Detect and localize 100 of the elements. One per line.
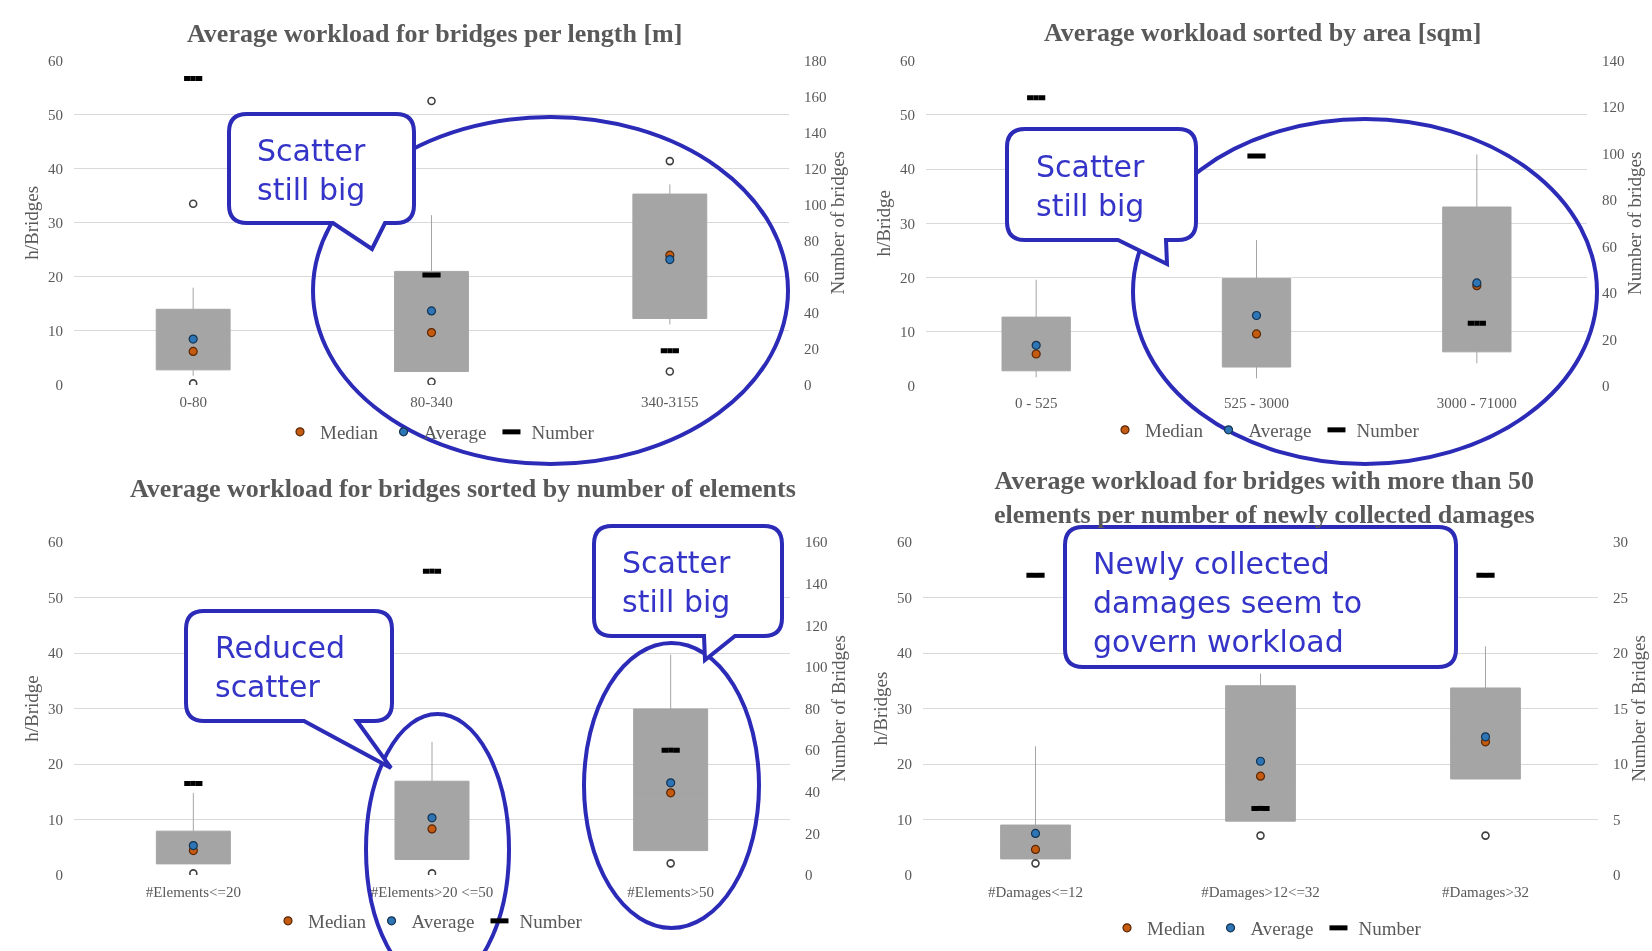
y-tick-label: 40 bbox=[900, 161, 915, 178]
y2-tick-label: 15 bbox=[1613, 700, 1628, 717]
y-tick-label: 0 bbox=[907, 378, 915, 395]
y2-tick-label: 40 bbox=[1602, 285, 1617, 302]
y2-tick-label: 60 bbox=[804, 269, 819, 286]
y2-tick-label: 20 bbox=[1602, 331, 1617, 348]
y2-tick-label: 20 bbox=[804, 341, 819, 358]
y-tick-label: 20 bbox=[900, 269, 915, 286]
annotation: Scatter still big bbox=[257, 133, 366, 207]
x-tick-label: #Damages>12<=32 bbox=[1201, 884, 1320, 900]
y-tick-label: 10 bbox=[48, 323, 63, 340]
y-tick-label: 0 bbox=[55, 377, 63, 394]
y-tick-label: 30 bbox=[900, 215, 915, 232]
y2-tick-label: 180 bbox=[804, 52, 827, 69]
y-tick-label: 30 bbox=[48, 215, 63, 231]
y2-tick-label: 140 bbox=[805, 575, 828, 592]
x-tick-label: #Damages<=12 bbox=[987, 884, 1084, 900]
annotation: Scatter still big bbox=[622, 545, 731, 619]
y2-tick-label: 80 bbox=[1602, 192, 1617, 209]
legend-label: Average bbox=[1250, 918, 1314, 940]
x-tick-label: #Elements>50 bbox=[627, 884, 715, 900]
y2-tick-label: 20 bbox=[805, 825, 820, 842]
y2-tick-label: 80 bbox=[805, 700, 820, 717]
legend-label: Number bbox=[1356, 420, 1420, 442]
x-tick-label: 80-340 bbox=[410, 394, 453, 410]
y2-tick-label: 5 bbox=[1613, 811, 1621, 828]
chart-title: Average workload sorted by area [sqm] bbox=[1044, 18, 1482, 47]
y2-tick-label: 60 bbox=[1602, 238, 1617, 255]
y2-tick-label: 0 bbox=[1613, 867, 1621, 884]
y-tick-label: 60 bbox=[900, 52, 915, 69]
y-tick-label: 50 bbox=[48, 106, 63, 123]
y2-tick-label: 80 bbox=[804, 233, 819, 250]
y-tick-label: 50 bbox=[48, 589, 63, 606]
x-tick-label: #Elements>20 <=50 bbox=[370, 884, 494, 900]
x-tick-label: 3000 - 71000 bbox=[1436, 395, 1517, 411]
y-axis-title: h/Bridge bbox=[20, 675, 42, 742]
legend-label: Average bbox=[423, 422, 487, 444]
chart-title: Average workload for bridges with more than 50 elements per number of newly collected damages bbox=[994, 466, 1535, 529]
y2-tick-label: 160 bbox=[804, 88, 827, 105]
legend-label: Average bbox=[411, 911, 475, 933]
y2-tick-label: 40 bbox=[804, 305, 819, 322]
y2-tick-label: 0 bbox=[804, 377, 812, 394]
legend-label: Average bbox=[1248, 420, 1312, 442]
x-tick-label: #Elements<=20 bbox=[145, 884, 241, 900]
legend-label: Number bbox=[531, 422, 595, 444]
annotation: Reduced scatter bbox=[215, 630, 346, 704]
chart-title: Average workload for bridges sorted by number of elements bbox=[130, 474, 796, 503]
y2-tick-label: 40 bbox=[805, 784, 820, 800]
chart-title: Average workload for bridges per length [m] bbox=[187, 19, 683, 48]
y2-tick-label: 140 bbox=[804, 124, 827, 141]
y-tick-label: 20 bbox=[48, 756, 63, 773]
x-tick-label: #Damages>32 bbox=[1442, 884, 1529, 900]
y2-tick-label: 20 bbox=[1613, 645, 1628, 662]
y-tick-label: 40 bbox=[48, 160, 63, 177]
annotation: Newly collected damages seem to govern workload bbox=[1093, 546, 1363, 659]
y2-tick-label: 30 bbox=[1613, 534, 1628, 551]
y2-tick-label: 25 bbox=[1613, 589, 1628, 606]
y2-axis-title: Number of bridges bbox=[826, 150, 848, 295]
y2-tick-label: 0 bbox=[805, 867, 813, 884]
legend-label: Median bbox=[1147, 918, 1206, 940]
x-tick-label: 0 - 525 bbox=[1014, 395, 1058, 411]
y2-tick-label: 60 bbox=[805, 742, 820, 759]
legend-label: Median bbox=[1145, 420, 1204, 442]
annotation: Scatter still big bbox=[1036, 149, 1145, 223]
y-tick-label: 50 bbox=[900, 107, 915, 124]
y-axis-title: h/Bridges bbox=[20, 185, 42, 260]
y-tick-label: 60 bbox=[48, 52, 63, 69]
y2-tick-label: 140 bbox=[1602, 52, 1625, 69]
y2-axis-title: Number of bridges bbox=[1624, 151, 1646, 296]
y-tick-label: 50 bbox=[897, 589, 912, 606]
y2-tick-label: 120 bbox=[1602, 99, 1625, 116]
y-tick-label: 60 bbox=[897, 534, 912, 551]
y-tick-label: 0 bbox=[55, 867, 63, 884]
y2-tick-label: 120 bbox=[804, 160, 827, 177]
y-tick-label: 10 bbox=[48, 811, 63, 828]
legend-label: Number bbox=[1358, 918, 1422, 940]
y-tick-label: 10 bbox=[897, 811, 912, 828]
y2-tick-label: 0 bbox=[1602, 378, 1610, 395]
x-tick-label: 340-3155 bbox=[641, 394, 699, 410]
y-tick-label: 20 bbox=[48, 269, 63, 286]
y2-axis-title: Number of Bridges bbox=[827, 635, 849, 782]
y2-axis-title: Number of Bridges bbox=[1628, 635, 1649, 782]
y-tick-label: 30 bbox=[897, 700, 912, 717]
y-tick-label: 60 bbox=[48, 534, 63, 551]
y2-tick-label: 100 bbox=[805, 659, 828, 676]
x-tick-label: 525 - 3000 bbox=[1224, 395, 1289, 411]
y2-tick-label: 100 bbox=[1602, 145, 1625, 162]
y-tick-label: 0 bbox=[904, 867, 912, 884]
y-tick-label: 40 bbox=[48, 645, 63, 662]
y-axis-title: h/Bridges bbox=[869, 671, 891, 746]
y-axis-title: h/Bridge bbox=[872, 190, 894, 257]
y2-tick-label: 160 bbox=[805, 534, 828, 551]
legend-label: Median bbox=[308, 911, 367, 933]
y2-tick-label: 10 bbox=[1613, 756, 1628, 773]
y-tick-label: 10 bbox=[900, 324, 915, 341]
legend-label: Number bbox=[519, 911, 583, 933]
y2-tick-label: 100 bbox=[804, 196, 827, 213]
y2-tick-label: 120 bbox=[805, 617, 828, 634]
y-tick-label: 40 bbox=[897, 645, 912, 662]
x-tick-label: 0-80 bbox=[179, 394, 207, 410]
